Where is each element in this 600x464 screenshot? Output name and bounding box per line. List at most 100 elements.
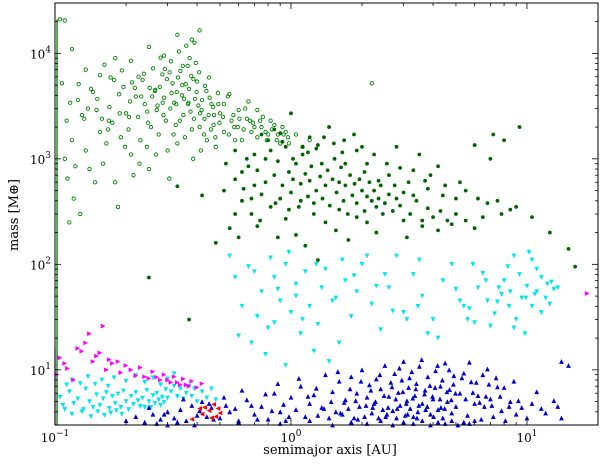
data-point xyxy=(427,383,433,388)
data-point xyxy=(163,387,169,392)
data-point xyxy=(265,416,271,422)
data-point xyxy=(415,409,421,415)
data-point xyxy=(244,397,250,403)
data-point xyxy=(95,96,100,102)
data-point xyxy=(465,317,470,322)
data-point xyxy=(255,168,260,173)
data-point xyxy=(244,156,249,161)
data-point xyxy=(457,390,463,396)
data-point xyxy=(158,416,163,422)
data-point xyxy=(333,409,339,415)
data-point xyxy=(374,205,379,209)
data-point xyxy=(217,415,223,421)
data-point xyxy=(135,398,141,404)
data-point xyxy=(302,414,308,420)
data-point xyxy=(559,415,564,421)
data-point xyxy=(463,396,469,402)
data-point xyxy=(97,403,103,408)
data-point xyxy=(405,411,410,417)
data-point xyxy=(451,381,456,387)
data-point xyxy=(414,198,419,203)
data-point xyxy=(142,419,148,425)
data-point xyxy=(387,192,391,197)
data-point xyxy=(382,201,387,206)
data-point xyxy=(85,106,91,111)
data-point xyxy=(451,373,457,379)
data-point xyxy=(544,281,550,287)
data-point xyxy=(133,94,138,99)
data-point xyxy=(268,148,273,153)
data-point xyxy=(362,209,367,213)
data-point xyxy=(430,396,436,402)
x-tick-label: 100 xyxy=(280,429,301,445)
data-point xyxy=(333,295,339,301)
data-point xyxy=(106,357,112,363)
data-point xyxy=(501,385,507,390)
data-point xyxy=(314,188,319,193)
data-point xyxy=(414,381,419,387)
data-point xyxy=(206,401,212,406)
data-point xyxy=(175,184,180,189)
data-point xyxy=(233,148,238,153)
data-point xyxy=(442,360,448,366)
data-point xyxy=(428,173,433,178)
data-point xyxy=(283,129,288,135)
data-point xyxy=(263,129,268,135)
data-point xyxy=(189,394,195,399)
data-point xyxy=(340,150,345,155)
data-point xyxy=(97,73,103,78)
data-point xyxy=(551,398,557,404)
data-point xyxy=(179,93,185,98)
y-tick-label: 101 xyxy=(30,362,51,378)
data-point xyxy=(315,412,321,418)
data-point xyxy=(90,359,96,364)
data-point xyxy=(428,411,433,417)
data-point xyxy=(88,86,94,92)
data-point xyxy=(142,101,147,107)
data-point xyxy=(180,396,186,402)
data-point xyxy=(161,372,167,378)
data-point xyxy=(328,399,334,404)
data-point xyxy=(227,92,232,97)
data-point xyxy=(164,76,170,82)
data-point xyxy=(161,95,167,100)
data-point xyxy=(211,104,216,110)
data-point xyxy=(323,220,328,225)
data-point xyxy=(348,419,354,425)
data-point xyxy=(327,203,332,208)
data-point xyxy=(197,28,202,33)
data-point xyxy=(505,264,511,270)
data-point xyxy=(314,146,319,151)
data-point xyxy=(507,399,513,404)
data-point xyxy=(289,190,293,195)
data-point xyxy=(193,60,198,66)
data-point xyxy=(123,418,129,424)
data-point xyxy=(322,135,326,140)
data-point xyxy=(394,406,400,411)
data-point xyxy=(417,152,422,157)
data-point xyxy=(364,253,370,259)
data-point xyxy=(103,367,109,373)
data-point xyxy=(422,391,427,397)
data-point xyxy=(199,399,205,404)
data-point xyxy=(351,415,357,421)
data-point xyxy=(168,59,174,64)
data-point xyxy=(358,378,364,384)
data-point xyxy=(466,306,472,312)
data-point xyxy=(115,359,121,364)
data-point xyxy=(272,127,277,132)
data-point xyxy=(393,396,399,402)
data-point xyxy=(584,291,590,296)
data-point xyxy=(83,67,88,72)
data-point xyxy=(268,118,273,123)
data-point xyxy=(470,261,476,267)
data-point xyxy=(121,84,126,90)
data-point xyxy=(298,331,304,337)
data-point xyxy=(543,295,549,301)
data-point xyxy=(502,418,508,424)
data-point xyxy=(197,111,203,116)
data-point xyxy=(382,363,388,368)
data-point xyxy=(547,230,552,235)
data-point xyxy=(226,132,231,137)
data-point xyxy=(57,394,63,400)
